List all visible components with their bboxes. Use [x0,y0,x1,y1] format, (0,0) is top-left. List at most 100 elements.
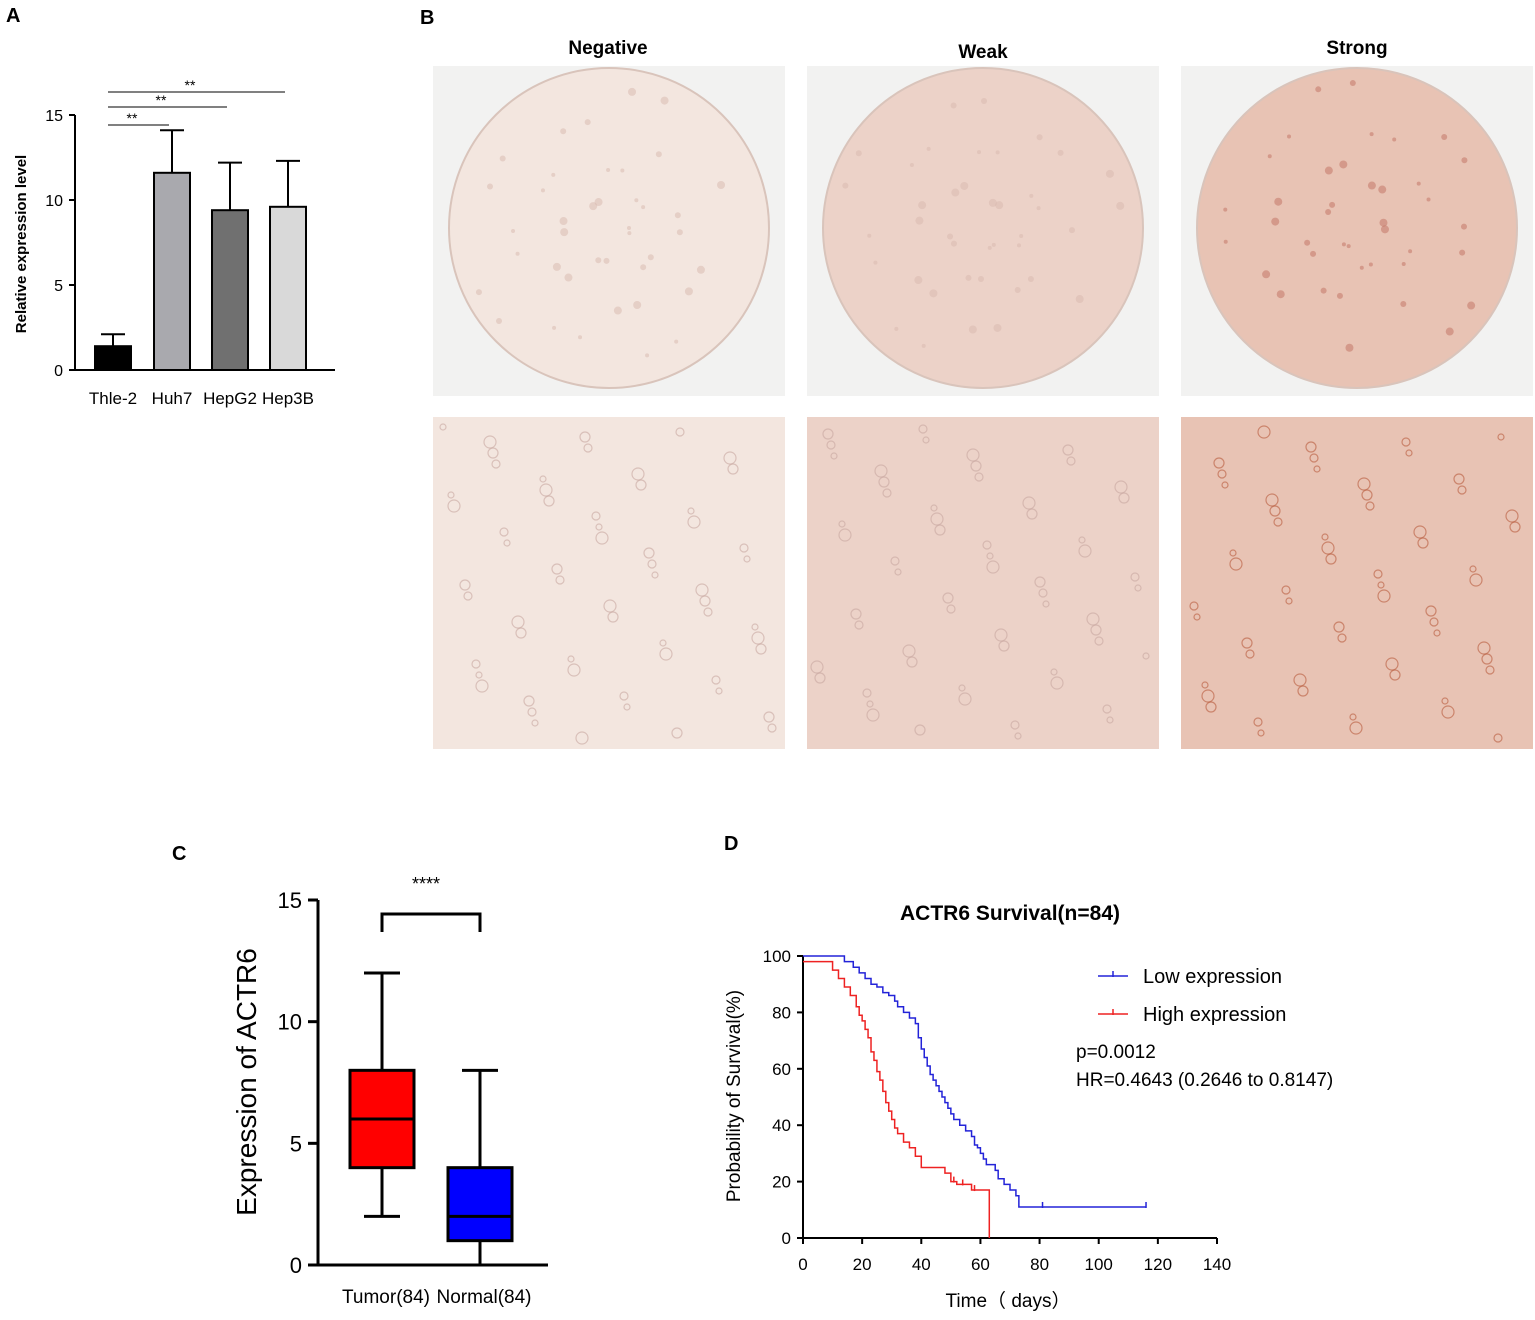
ihc-cell [551,563,563,575]
ihc-cell [1265,493,1279,507]
c-y-tick-label: 15 [278,888,302,913]
ihc-core-speckle [1392,137,1397,142]
ihc-cell [1273,517,1283,527]
ihc-cell [1086,612,1100,626]
ihc-core-speckle [499,155,506,162]
ihc-cell [1333,621,1345,633]
ihc-cell [942,592,954,604]
ihc-core-speckle [627,226,631,230]
c-box [446,1166,514,1243]
ihc-cell [1245,649,1255,659]
ihc-cell [539,483,553,497]
ihc-cell [850,608,862,620]
ihc-cell [483,435,497,449]
ihc-cell [1365,501,1375,511]
d-legend-label: High expression [1143,1004,1286,1026]
ihc-core-speckle [511,228,516,233]
a-sig-label: ** [127,110,138,126]
ihc-core-speckle [1416,181,1421,186]
ihc-core-speckle [1324,166,1333,175]
ihc-cell [723,451,737,465]
c-sig-bracket [380,912,482,932]
ihc-cell [918,424,928,434]
ihc-cell [1038,588,1048,598]
ihc-header-negative: Negative [568,38,647,59]
ihc-core-speckle [1379,218,1388,227]
ihc-core-speckle [1339,160,1348,169]
ihc-core-speckle [909,162,914,167]
ihc-cell [1321,541,1335,555]
ihc-cell [527,707,537,717]
ihc-cell [503,539,511,547]
ihc-core-speckle [978,275,985,282]
ihc-cell [1102,704,1112,714]
ihc-cell [958,692,972,706]
ihc-cell [1497,433,1505,441]
panel-label-c: C [172,843,186,865]
ihc-core-speckle [487,183,494,190]
ihc-cell [1142,652,1150,660]
ihc-cell [838,528,852,542]
c-y-tick-label: 0 [290,1253,302,1278]
ihc-cell [675,427,685,437]
d-y-tick-label: 20 [772,1173,791,1192]
ihc-core-speckle [1380,225,1389,234]
ihc-cell [1485,665,1495,675]
ihc-core-speckle [647,254,654,261]
c-sig-label: **** [412,874,440,894]
ihc-cell [491,459,501,469]
ihc-cell [934,524,946,536]
ihc-core-speckle [1359,265,1364,270]
ihc-cell [595,531,609,545]
ihc-cell [930,512,944,526]
ihc-core-speckle [1368,262,1373,267]
ihc-core-speckle [1459,249,1466,256]
ihc-cell [1022,496,1036,510]
ihc-core-speckle [1461,157,1468,164]
ihc-core-speckle [515,251,520,256]
d-x-tick-label: 60 [971,1255,990,1274]
ihc-core-speckle [914,276,923,285]
ihc-core-speckle [855,150,862,157]
ihc-cell [890,556,900,566]
a-x-tick-label: Hep3B [262,389,314,408]
ihc-cell [1493,733,1503,743]
ihc-cell [1257,425,1271,439]
ihc-cell [523,695,535,707]
ihc-cell [539,475,547,483]
ihc-core-speckle [606,168,611,173]
ihc-cell [1201,681,1209,689]
ihc-core-speckle [660,96,669,105]
a-y-axis-label: Relative expression level [13,155,30,333]
ihc-core-speckle [560,128,567,135]
c-y-axis-label: Expression of ACTR6 [231,948,262,1216]
ihc-cell [902,644,916,658]
ihc-cell [1417,537,1429,549]
ihc-cell [499,527,509,537]
ihc-cell [647,559,657,569]
d-y-axis-label: Probability of Survival(%) [724,990,745,1202]
ihc-core-speckle [951,188,960,197]
ihc-core-speckle [559,217,568,226]
box-plot-c: 0 5 10 15 Tumor(84) Normal(84) **** Expression … [231,874,548,1308]
ihc-cell [882,488,892,498]
c-x-tick-label: Tumor(84) [342,1287,430,1308]
ihc-core-speckle [915,216,924,225]
ihc-core-speckle [696,265,705,274]
ihc-core-speckle [578,335,583,340]
ihc-core-speckle [1349,80,1356,87]
ihc-cell [830,452,838,460]
ihc-cell [1305,441,1317,453]
d-title: ACTR6 Survival(n=84) [900,902,1120,925]
ihc-core-speckle [620,168,625,173]
ihc-cell [930,504,938,512]
ihc-cell [567,655,575,663]
ihc-cell [1090,624,1102,636]
ihc-cell [475,679,489,693]
d-y-tick-label: 0 [782,1229,791,1248]
ihc-cell [659,639,667,647]
panel-label-b: B [420,7,434,29]
ihc-cell [862,688,872,698]
ihc-core-speckle [1400,301,1407,308]
